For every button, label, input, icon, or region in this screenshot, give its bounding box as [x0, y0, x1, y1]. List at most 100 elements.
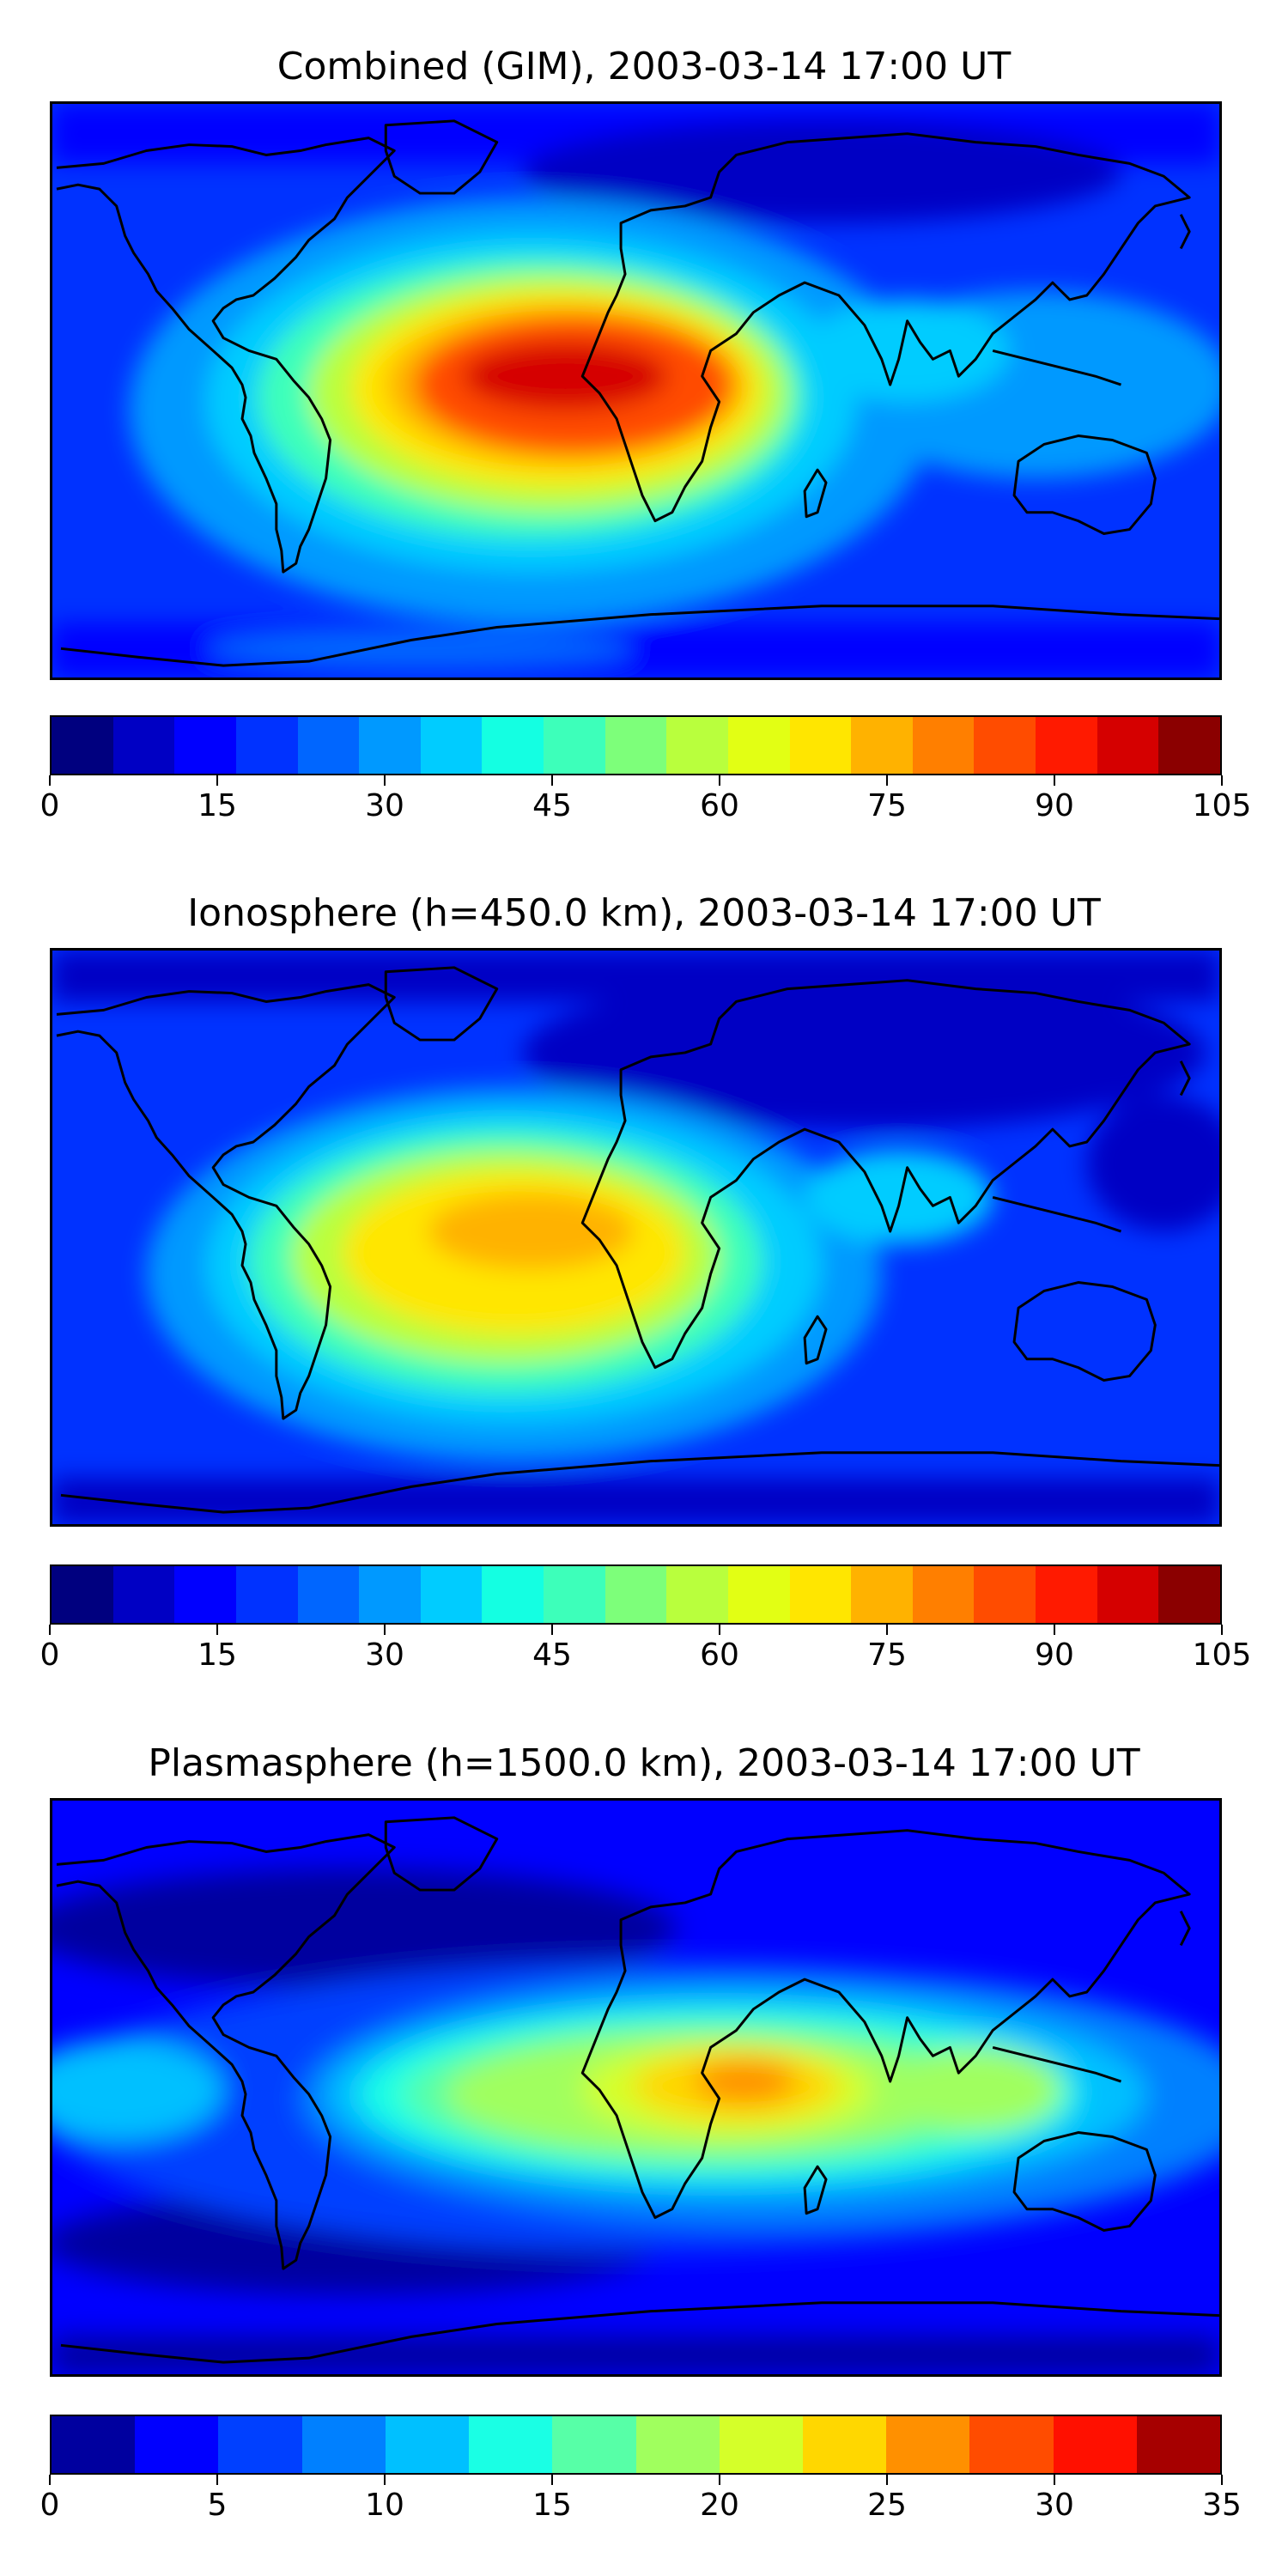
- colorbar-tick-label: 25: [867, 2488, 907, 2523]
- colorbar-tick: [384, 1625, 386, 1635]
- colorbar-tick: [886, 1625, 888, 1635]
- map-combined: [50, 101, 1222, 680]
- colorbar-tick: [49, 2475, 51, 2485]
- colorbar-tick-label: 0: [39, 788, 60, 823]
- colorbar-tick-label: 105: [1192, 788, 1252, 823]
- colorbar-tick-label: 15: [197, 1637, 237, 1673]
- map-ionosphere: [50, 948, 1222, 1527]
- colorbar-tick-label: 15: [532, 2488, 572, 2523]
- colorbar-segment: [635, 2416, 720, 2473]
- colorbar-segment: [482, 717, 544, 774]
- coastlines-combined: [56, 119, 1219, 667]
- map-plasmasphere: [50, 1798, 1222, 2377]
- colorbar-tick: [1054, 1625, 1055, 1635]
- colorbar-segment: [1158, 1566, 1220, 1623]
- colorbar-segment: [912, 1566, 975, 1623]
- colorbar-segment: [851, 717, 913, 774]
- colorbar-segment: [112, 1566, 175, 1623]
- colorbar-segment: [1097, 717, 1159, 774]
- colorbar-segment: [544, 1566, 605, 1623]
- colorbar-tick-label: 5: [207, 2488, 228, 2523]
- colorbar-segment: [974, 717, 1036, 774]
- colorbar-ticks-combined: 0 15 30 45 60 75 90 105: [40, 775, 1251, 835]
- colorbar-segment: [135, 2416, 219, 2473]
- colorbar-segment: [174, 1566, 236, 1623]
- panel-title-combined: Combined (GIM), 2003-03-14 17:00 UT: [276, 45, 1012, 88]
- colorbar-tick: [1054, 775, 1055, 786]
- colorbar-segment: [719, 2416, 803, 2473]
- colorbar-tick-label: 105: [1192, 1637, 1252, 1673]
- colorbar-tick-label: 35: [1202, 2488, 1242, 2523]
- coastlines-ionosphere: [56, 966, 1219, 1514]
- colorbar-tick-label: 15: [197, 788, 237, 823]
- colorbar-segment: [420, 1566, 483, 1623]
- colorbar-segment: [605, 1566, 667, 1623]
- colorbar-tick-label: 45: [532, 788, 572, 823]
- colorbar-tick: [1221, 2475, 1223, 2485]
- colorbar-tick: [551, 2475, 553, 2485]
- colorbar-tick: [886, 2475, 888, 2485]
- colorbar-tick: [551, 775, 553, 786]
- colorbar-segment: [385, 2416, 470, 2473]
- colorbar-segment: [1036, 717, 1097, 774]
- colorbar-segment: [469, 2416, 553, 2473]
- colorbar-segment: [912, 717, 975, 774]
- colorbar-tick: [719, 1625, 720, 1635]
- map-plasmasphere-svg: [52, 1801, 1219, 2374]
- colorbar-tick: [1221, 775, 1223, 786]
- colorbar-tick-label: 0: [39, 1637, 60, 1673]
- colorbar-segment: [1053, 2416, 1137, 2473]
- colorbar-tick-label: 75: [867, 788, 907, 823]
- colorbar-tick-label: 30: [1035, 2488, 1074, 2523]
- colorbar-tick-label: 30: [365, 788, 404, 823]
- colorbar-segment: [297, 1566, 360, 1623]
- colorbar-segment: [235, 1566, 298, 1623]
- colorbar-segment: [544, 717, 605, 774]
- colorbar-segment: [605, 717, 667, 774]
- colorbar-segment: [886, 2416, 970, 2473]
- colorbar-tick: [49, 1625, 51, 1635]
- colorbar-segment: [359, 717, 421, 774]
- colorbar-segment: [52, 2416, 136, 2473]
- colorbar-tick-label: 90: [1035, 1637, 1074, 1673]
- colorbar-tick: [216, 775, 218, 786]
- colorbar-tick: [1054, 2475, 1055, 2485]
- colorbar-tick: [216, 1625, 218, 1635]
- colorbar-segment: [359, 1566, 421, 1623]
- colorbar-combined: [50, 715, 1222, 775]
- colorbar-segment: [420, 717, 483, 774]
- colorbar-segment: [174, 717, 236, 774]
- colorbar-segment: [301, 2416, 386, 2473]
- colorbar-tick: [886, 775, 888, 786]
- colorbar-segment: [727, 717, 790, 774]
- map-combined-svg: [52, 104, 1219, 677]
- map-ionosphere-svg: [52, 951, 1219, 1524]
- colorbar-tick: [551, 1625, 553, 1635]
- colorbar-segment: [727, 1566, 790, 1623]
- colorbar-tick: [1221, 1625, 1223, 1635]
- colorbar-segment: [802, 2416, 887, 2473]
- colorbar-ticks-ionosphere: 0 15 30 45 60 75 90 105: [40, 1625, 1251, 1685]
- colorbar-tick: [49, 775, 51, 786]
- colorbar-tick-label: 60: [700, 1637, 739, 1673]
- colorbar-ionosphere: [50, 1564, 1222, 1625]
- colorbar-tick: [384, 775, 386, 786]
- colorbar-segment: [1097, 1566, 1159, 1623]
- colorbar-segment: [297, 717, 360, 774]
- colorbar-segment: [1136, 2416, 1221, 2473]
- colorbar-segment: [1036, 1566, 1097, 1623]
- colorbar-tick-label: 20: [700, 2488, 739, 2523]
- colorbar-tick-label: 60: [700, 788, 739, 823]
- colorbar-segment: [235, 717, 298, 774]
- colorbar-segment: [112, 717, 175, 774]
- coastlines-plasmasphere: [56, 1816, 1219, 2364]
- colorbar-tick: [719, 775, 720, 786]
- colorbar-tick-label: 0: [39, 2488, 60, 2523]
- colorbar-tick-label: 30: [365, 1637, 404, 1673]
- colorbar-segment: [1158, 717, 1220, 774]
- colorbar-tick-label: 10: [365, 2488, 404, 2523]
- colorbar-segment: [52, 1566, 113, 1623]
- colorbar-tick-label: 90: [1035, 788, 1074, 823]
- colorbar-segment: [52, 717, 113, 774]
- colorbar-segment: [666, 717, 728, 774]
